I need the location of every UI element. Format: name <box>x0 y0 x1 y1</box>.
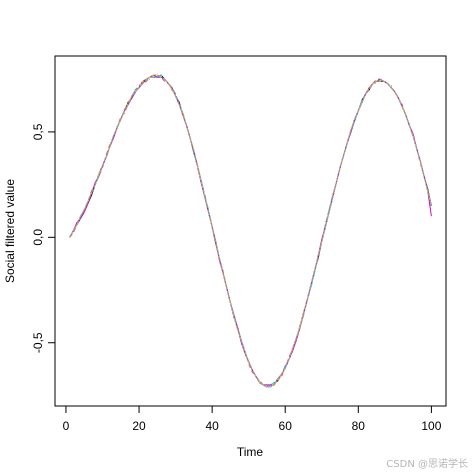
y-tick-label: 0,0 <box>31 229 45 246</box>
series-layer <box>69 74 432 388</box>
y-axis: -0,5 0,0 0,5 <box>31 123 56 353</box>
x-tick-label: 60 <box>279 419 293 433</box>
x-tick-label: 20 <box>132 419 146 433</box>
series-line-6 <box>69 74 432 386</box>
series-line-5 <box>69 74 432 388</box>
x-axis-title: Time <box>237 445 264 459</box>
y-tick-label: 0,5 <box>31 123 45 140</box>
y-tick-label: -0,5 <box>31 332 45 353</box>
series-line-2 <box>69 74 432 388</box>
plot-frame <box>54 55 447 407</box>
x-tick-label: 100 <box>421 419 441 433</box>
series-line-4 <box>69 76 432 388</box>
x-tick-label: 80 <box>352 419 366 433</box>
series-line-8 <box>69 74 432 388</box>
series-line-3 <box>69 74 432 388</box>
series-line-7 <box>69 74 432 388</box>
series-line-1 <box>69 74 432 388</box>
watermark: CSDN @思诺学长 <box>386 459 468 470</box>
x-tick-label: 0 <box>63 419 70 433</box>
x-tick-label: 40 <box>205 419 219 433</box>
y-axis-title: Social filtered value <box>3 179 17 283</box>
x-axis: 0 20 40 60 80 100 <box>63 405 442 433</box>
